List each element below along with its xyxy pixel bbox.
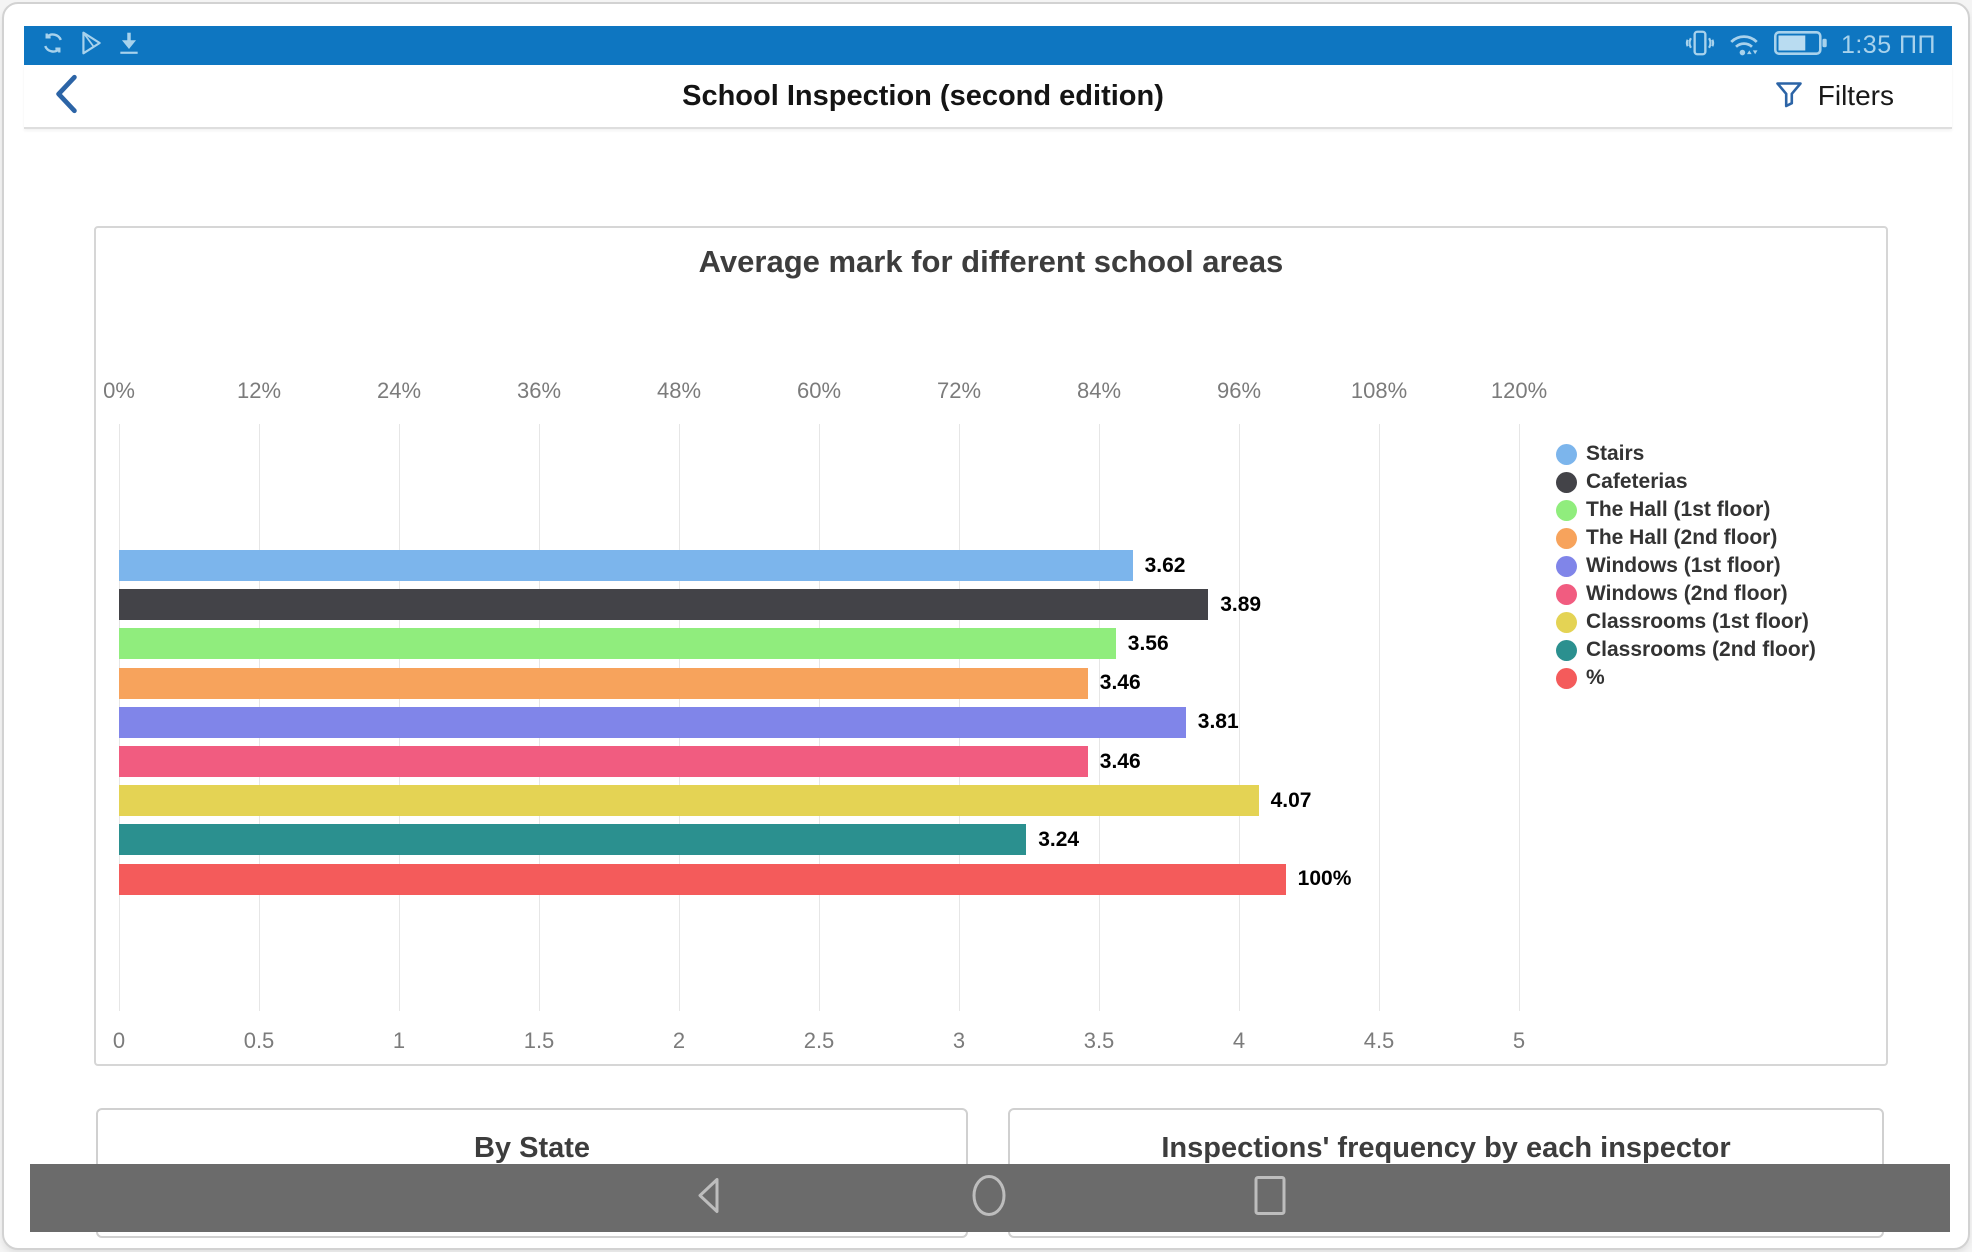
back-icon[interactable] [690, 1174, 728, 1223]
legend-label: The Hall (1st floor) [1586, 498, 1771, 521]
bar-data-label: 3.46 [1099, 749, 1141, 773]
gridline [1238, 424, 1240, 1011]
page-title: School Inspection (second edition) [682, 79, 1164, 112]
back-button[interactable] [52, 73, 80, 120]
bottom-axis-tick-label: 2.5 [803, 1028, 835, 1053]
bottom-axis-tick-label: 4.5 [1363, 1028, 1395, 1053]
legend-label: The Hall (2nd floor) [1586, 526, 1778, 549]
bar-classrooms-2nd-floor[interactable] [119, 824, 1027, 856]
legend-label: % [1586, 666, 1605, 689]
bar-[interactable] [119, 863, 1286, 895]
top-axis-tick-label: 96% [1216, 378, 1262, 403]
chart-card: Average mark for different school areas … [94, 226, 1888, 1066]
legend-dot [1556, 443, 1577, 465]
bar-the-hall-2nd-floor[interactable] [119, 667, 1088, 699]
bottom-axis-tick-label: 5 [1512, 1028, 1526, 1053]
bar-windows-2nd-floor[interactable] [119, 746, 1088, 777]
bar-data-label: 3.89 [1220, 592, 1262, 616]
legend-label: Classrooms (1st floor) [1586, 610, 1809, 633]
by-state-title: By State [473, 1132, 591, 1164]
battery-icon [1773, 28, 1829, 63]
bar-classrooms-1st-floor[interactable] [119, 785, 1259, 817]
recents-icon[interactable] [1252, 1174, 1288, 1223]
legend-dot [1556, 471, 1577, 493]
top-axis-tick-label: 84% [1076, 378, 1122, 403]
bar-cafeterias[interactable] [119, 589, 1209, 621]
app-header: School Inspection (second edition) Filte… [24, 65, 1952, 129]
bottom-axis-tick-label: 3.5 [1083, 1028, 1115, 1053]
legend-label: Classrooms (2nd floor) [1586, 638, 1816, 661]
legend-item-cafeterias[interactable]: Cafeterias [1556, 468, 1816, 496]
download-icon [116, 30, 142, 61]
wifi-icon [1727, 28, 1761, 63]
status-bar-notifications [40, 30, 142, 61]
bottom-axis-tick-label: 0 [112, 1028, 126, 1053]
legend-item-classrooms-2nd-floor[interactable]: Classrooms (2nd floor) [1556, 636, 1816, 664]
legend-dot [1556, 555, 1577, 577]
filter-funnel-icon [1774, 79, 1804, 114]
legend-item-stairs[interactable]: Stairs [1556, 440, 1816, 468]
vibrate-icon [1685, 28, 1715, 63]
legend-label: Cafeterias [1586, 470, 1688, 493]
bar-data-label: 3.62 [1144, 553, 1186, 577]
bar-stairs[interactable] [119, 550, 1133, 581]
bar-the-hall-1st-floor[interactable] [119, 628, 1116, 660]
gridline [1378, 424, 1380, 1011]
legend-dot [1556, 639, 1577, 661]
top-axis-tick-label: 48% [656, 378, 702, 403]
bar-data-label: 100% [1297, 867, 1352, 891]
top-axis-tick-label: 120% [1490, 378, 1548, 403]
bar-data-label: 4.07 [1270, 788, 1312, 812]
bar-windows-1st-floor[interactable] [119, 706, 1186, 738]
bar-data-label: 3.56 [1127, 631, 1169, 655]
filters-button[interactable]: Filters [1702, 79, 1952, 114]
legend-dot [1556, 583, 1577, 605]
legend-dot [1556, 667, 1577, 689]
top-axis-tick-label: 60% [796, 378, 842, 403]
top-axis-tick-label: 108% [1350, 378, 1408, 403]
android-nav-bar [30, 1164, 1950, 1232]
status-time: 1:35 ПП [1840, 31, 1936, 59]
bottom-axis-tick-label: 1.5 [523, 1028, 555, 1053]
legend-label: Windows (1st floor) [1586, 554, 1781, 577]
bar-data-label: 3.81 [1197, 710, 1239, 734]
legend-item-windows-1st-floor[interactable]: Windows (1st floor) [1556, 552, 1816, 580]
legend-item-windows-2nd-floor[interactable]: Windows (2nd floor) [1556, 580, 1816, 608]
home-icon[interactable] [969, 1173, 1009, 1224]
sync-icon [40, 30, 66, 61]
top-axis-tick-label: 36% [516, 378, 562, 403]
top-axis-tick-label: 12% [236, 378, 282, 403]
bar-data-label: 3.46 [1099, 671, 1141, 695]
gridline [1518, 424, 1520, 1011]
top-axis-tick-label: 72% [936, 378, 982, 403]
bottom-axis-tick-label: 4 [1232, 1028, 1246, 1053]
status-bar-system: 1:35 ПП [1685, 28, 1936, 63]
legend-item-[interactable]: % [1556, 664, 1816, 692]
bottom-axis-tick-label: 0.5 [243, 1028, 275, 1053]
plot-area: 3.62 3.89 3.56 3.46 3.81 3.46 4.07 3.24 100% [118, 424, 1520, 1011]
play-store-icon [78, 30, 104, 61]
legend-item-classrooms-1st-floor[interactable]: Classrooms (1st floor) [1556, 608, 1816, 636]
bar-data-label: 3.24 [1038, 827, 1080, 851]
inspections-frequency-title: Inspections' frequency by each inspector [1161, 1132, 1731, 1164]
legend-dot [1556, 527, 1577, 549]
legend-label: Windows (2nd floor) [1586, 582, 1788, 605]
bottom-axis-tick-label: 3 [952, 1028, 966, 1053]
legend-label: Stairs [1586, 442, 1645, 465]
legend-item-the-hall-2nd-floor[interactable]: The Hall (2nd floor) [1556, 524, 1816, 552]
top-axis-tick-label: 24% [376, 378, 422, 403]
legend-dot [1556, 499, 1577, 521]
bottom-axis-tick-label: 2 [672, 1028, 686, 1053]
status-bar: 1:35 ПП [24, 26, 1952, 65]
bottom-axis-tick-label: 1 [392, 1028, 406, 1053]
legend-item-the-hall-1st-floor[interactable]: The Hall (1st floor) [1556, 496, 1816, 524]
filters-label: Filters [1817, 80, 1894, 111]
top-axis-tick-label: 0% [103, 378, 135, 403]
legend-dot [1556, 611, 1577, 633]
chart-title: Average mark for different school areas [698, 244, 1284, 279]
chart-legend: Stairs Cafeterias The Hall (1st floor) The … [1556, 440, 1816, 692]
